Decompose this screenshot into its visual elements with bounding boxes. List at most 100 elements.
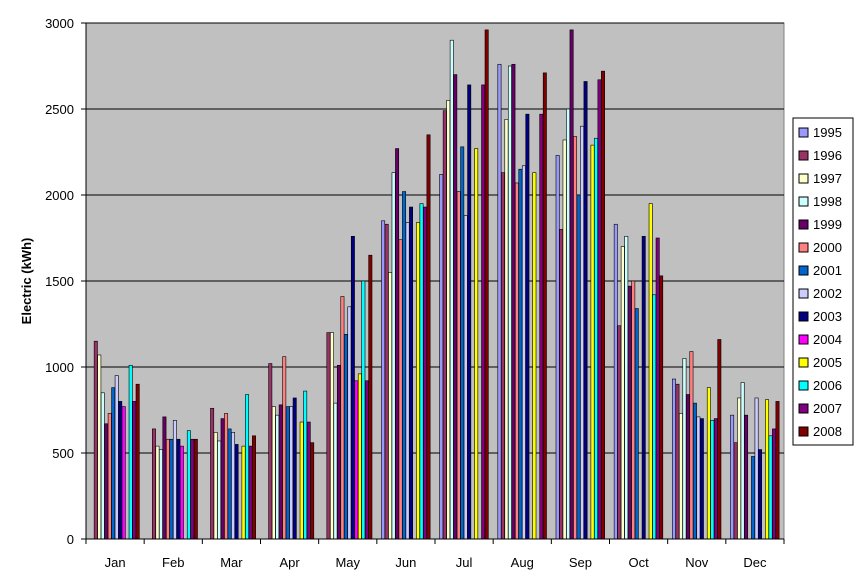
- legend-swatch-1997: [798, 173, 809, 184]
- bar-2001-Feb: [169, 438, 174, 540]
- bar-1999-Apr: [278, 404, 283, 540]
- bar-1998-Feb: [158, 449, 163, 540]
- bar-2001-Jan: [111, 387, 116, 540]
- bar-1999-Sep: [569, 29, 574, 540]
- legend-label-2007: 2007: [813, 401, 842, 416]
- bar-1998-Nov: [682, 358, 687, 540]
- bar-1996-Dec: [733, 442, 738, 540]
- legend-label-1996: 1996: [813, 148, 842, 163]
- y-tick-label: 2500: [45, 102, 74, 117]
- bar-1997-Oct: [620, 246, 625, 540]
- bar-1997-Jun: [388, 272, 393, 540]
- y-tick-labels: 0 500 1000 1500 2000 2500 3000: [45, 16, 74, 547]
- bar-2005-Mar: [241, 445, 246, 540]
- x-tick-label: Apr: [279, 555, 300, 570]
- bar-2001-May: [343, 334, 348, 540]
- legend-label-2003: 2003: [813, 309, 842, 324]
- bar-2007-Apr: [306, 421, 311, 540]
- bar-2003-Mar: [234, 444, 239, 540]
- bar-2003-Jun: [409, 206, 414, 540]
- bar-2000-Jan: [107, 413, 112, 540]
- bar-1998-Jun: [391, 172, 396, 540]
- legend-label-1995: 1995: [813, 125, 842, 140]
- legend-label-2005: 2005: [813, 355, 842, 370]
- bar-2003-Sep: [583, 81, 588, 540]
- x-tick-label: Dec: [743, 555, 767, 570]
- bar-1996-Nov: [675, 383, 680, 540]
- bar-1996-Jul: [442, 110, 447, 540]
- legend-label-2006: 2006: [813, 378, 842, 393]
- bar-2006-Feb: [186, 430, 191, 540]
- bar-2008-Jan: [135, 383, 140, 540]
- legend-swatch-2003: [798, 311, 809, 322]
- legend-label-1998: 1998: [813, 194, 842, 209]
- bar-2006-Nov: [710, 420, 715, 540]
- legend-swatch-1995: [798, 127, 809, 138]
- bar-1996-Jun: [384, 223, 389, 540]
- y-axis-label: Electric (kWh): [19, 238, 34, 325]
- bar-2008-May: [368, 254, 373, 540]
- bar-1995-Jul: [439, 174, 444, 540]
- bar-2003-Dec: [758, 449, 762, 540]
- bar-2006-Apr: [303, 390, 308, 540]
- bar-2002-Dec: [754, 397, 759, 540]
- bar-2002-Jan: [114, 375, 119, 540]
- bar-1996-Mar: [210, 407, 215, 540]
- legend-swatch-1998: [798, 196, 809, 207]
- bar-2003-Nov: [699, 418, 704, 540]
- bar-2007-Sep: [597, 79, 602, 540]
- legend-swatch-2004: [798, 334, 809, 345]
- bar-1997-Sep: [562, 139, 567, 540]
- bar-2002-Feb: [172, 420, 177, 540]
- bar-2004-Jan: [121, 406, 126, 540]
- bar-1997-Apr: [271, 406, 276, 540]
- x-tick-label: Mar: [220, 555, 243, 570]
- x-tick-labels: Jan Feb Mar Apr May Jun Jul Aug Sep Oct Nov Dec: [105, 555, 767, 570]
- bar-2007-Jul: [481, 84, 486, 540]
- legend-label-1999: 1999: [813, 217, 842, 232]
- bar-1997-Jan: [97, 354, 102, 540]
- bar-1997-Dec: [737, 397, 742, 540]
- y-tick-label: 500: [52, 446, 74, 461]
- bar-2003-Oct: [641, 235, 646, 540]
- legend-swatch-2005: [798, 357, 809, 368]
- bar-2002-Apr: [289, 406, 294, 540]
- bar-1998-Oct: [624, 235, 629, 540]
- bar-2001-Jun: [402, 191, 407, 540]
- bar-2008-Jul: [484, 29, 489, 540]
- bar-2001-Nov: [692, 402, 697, 540]
- y-tick-label: 0: [67, 532, 74, 547]
- bar-2008-Apr: [310, 442, 315, 540]
- bar-2007-Mar: [248, 445, 253, 540]
- bar-2008-Mar: [252, 435, 256, 540]
- bar-2001-Oct: [634, 308, 639, 540]
- bar-2008-Dec: [775, 401, 780, 540]
- bar-1999-Jul: [453, 74, 458, 540]
- bar-2008-Oct: [659, 275, 664, 540]
- bar-2003-May: [350, 235, 355, 540]
- legend-swatch-1999: [798, 219, 809, 230]
- bar-2003-Jul: [467, 84, 472, 540]
- bar-2006-Mar: [245, 394, 249, 540]
- bar-2006-Jan: [128, 364, 133, 540]
- bar-2006-Sep: [594, 137, 598, 540]
- bar-2005-Jun: [416, 222, 420, 540]
- bar-1999-Feb: [162, 416, 167, 540]
- bar-2008-Jun: [426, 134, 431, 540]
- x-tick-label: Feb: [162, 555, 184, 570]
- legend-label-2002: 2002: [813, 286, 842, 301]
- legend-swatch-2001: [798, 265, 809, 276]
- bar-2000-Mar: [224, 413, 229, 540]
- bar-2008-Feb: [193, 438, 198, 540]
- x-tick-label: Sep: [569, 555, 592, 570]
- y-tick-label: 1500: [45, 274, 74, 289]
- legend-swatch-2002: [798, 288, 809, 299]
- bar-2005-Aug: [532, 172, 537, 540]
- bar-1998-May: [333, 402, 338, 540]
- legend-swatch-2006: [798, 380, 809, 391]
- bar-2002-Nov: [696, 416, 701, 540]
- y-tick-label: 1000: [45, 360, 74, 375]
- bar-1999-Jun: [395, 148, 400, 540]
- bar-1997-Mar: [213, 432, 218, 540]
- bar-2004-Feb: [179, 445, 184, 540]
